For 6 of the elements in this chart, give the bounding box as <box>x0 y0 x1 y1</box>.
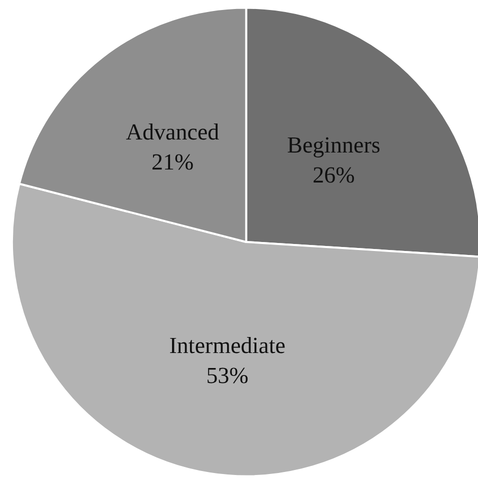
data-label: 21% <box>151 150 194 175</box>
slice-label: Intermediate <box>169 333 286 358</box>
data-label: 53% <box>206 363 248 388</box>
data-label: 26% <box>312 162 355 188</box>
slice-label: Advanced <box>126 120 220 145</box>
slice-label: Beginners <box>287 132 380 158</box>
